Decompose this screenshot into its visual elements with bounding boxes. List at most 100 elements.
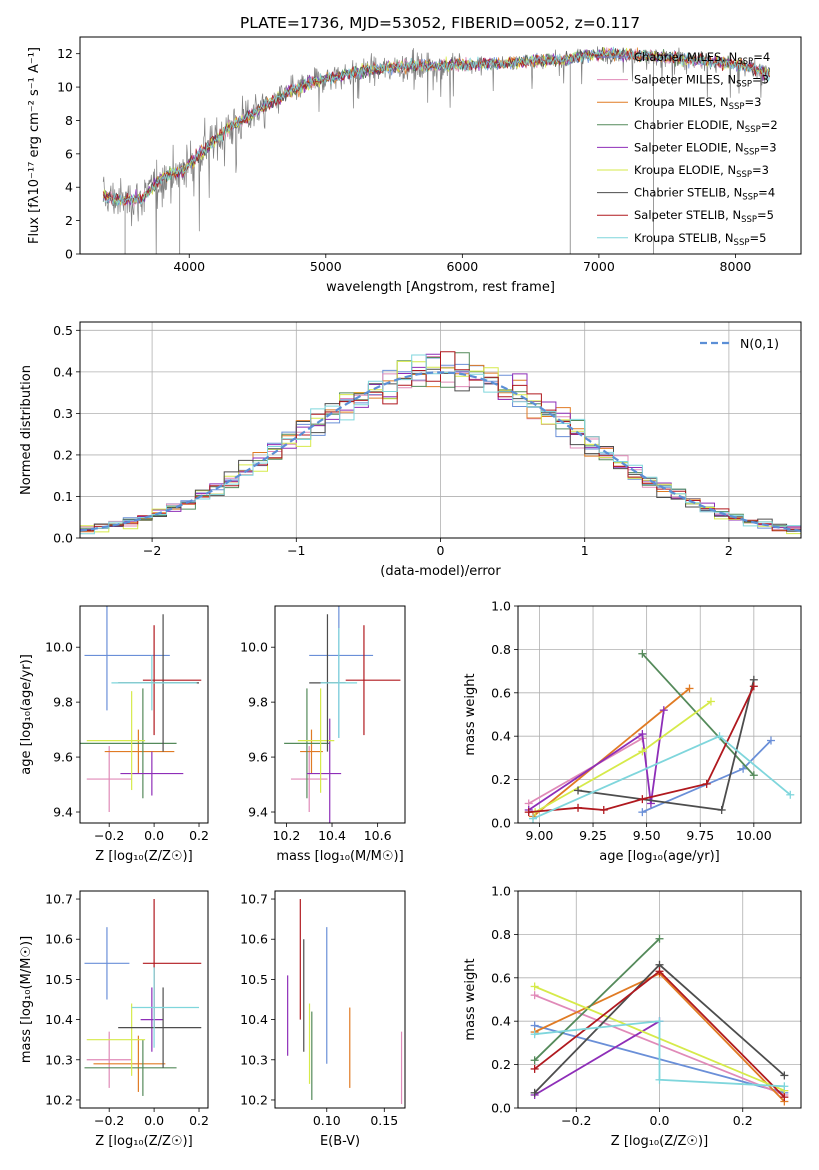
y-tick-label: 0.5 bbox=[53, 323, 73, 338]
y-tick-label: 0.2 bbox=[53, 447, 73, 462]
plot-area-massweight_vs_age bbox=[524, 649, 795, 823]
axes-frame bbox=[274, 890, 406, 1109]
x-tick-label: 0.2 bbox=[189, 1113, 209, 1128]
x-tick-label: 10.00 bbox=[736, 828, 772, 843]
x-tick-label: −0.2 bbox=[94, 1113, 124, 1128]
x-tick-label: 5000 bbox=[310, 259, 342, 274]
plot-area-mass_vs_Z bbox=[84, 899, 202, 1096]
y-tick-label: 0.8 bbox=[491, 642, 511, 657]
y-tick-label: 10.7 bbox=[45, 892, 73, 907]
legend-entry: Salpeter STELIB, NSSP=5 bbox=[634, 208, 774, 225]
x-tick-label: 9.25 bbox=[579, 828, 607, 843]
y-tick-label: 9.4 bbox=[248, 805, 268, 820]
y-tick-label: 0 bbox=[65, 247, 73, 262]
y-tick-label: 10.2 bbox=[240, 1092, 268, 1107]
x-tick-label: 10.6 bbox=[364, 828, 392, 843]
panel-spectrum: 4000 5000 6000 7000 8000 0 2 4 6 8 10 12 wavelength … bbox=[27, 36, 802, 295]
y-tick-label: 10.2 bbox=[45, 1092, 73, 1107]
x-tick-label: 10.4 bbox=[318, 828, 346, 843]
y-axis-label: Flux [fλ10⁻¹⁷ erg cm⁻² s⁻¹ A⁻¹] bbox=[27, 47, 42, 244]
plot-area-age_vs_Z bbox=[80, 606, 202, 813]
x-tick-label: 8000 bbox=[720, 259, 752, 274]
legend-entry: Kroupa ELODIE, NSSP=3 bbox=[634, 163, 769, 180]
legend-entry: Chabrier STELIB, NSSP=4 bbox=[634, 186, 775, 203]
weight-line-kroupa-elodie bbox=[534, 700, 712, 813]
legend-entry: Kroupa STELIB, NSSP=5 bbox=[634, 231, 766, 248]
x-tick-label: −1 bbox=[287, 543, 305, 558]
panel-massweight_vs_Z: −0.2 0.0 0.2 0.0 0.2 0.4 0.6 0.8 1.0 Z [log₁₀(Z/Z… bbox=[463, 884, 802, 1149]
x-tick-label: 0.2 bbox=[733, 1113, 753, 1128]
y-tick-label: 4 bbox=[65, 180, 73, 195]
y-tick-label: 10.5 bbox=[45, 972, 73, 987]
figure-title: PLATE=1736, MJD=53052, FIBERID=0052, z=0… bbox=[240, 14, 640, 32]
x-tick-label: 2 bbox=[725, 543, 733, 558]
y-tick-label: 8 bbox=[65, 113, 73, 128]
y-tick-label: 9.6 bbox=[53, 750, 73, 765]
x-axis-label: age [log₁₀(age/yr)] bbox=[599, 849, 720, 864]
y-tick-label: 9.4 bbox=[53, 805, 73, 820]
x-axis-label: Z [log₁₀(Z/Z☉)] bbox=[95, 849, 192, 864]
weight-line-chabrier-stelib bbox=[577, 679, 755, 812]
panel-age_vs_Z: −0.2 0.0 0.2 9.4 9.6 9.8 10.0 Z [log₁₀(Z/Z☉)] ag… bbox=[19, 605, 209, 864]
x-axis-label: E(B-V) bbox=[320, 1134, 360, 1149]
x-tick-label: −2 bbox=[143, 543, 161, 558]
plot-area-age_vs_mass bbox=[284, 606, 401, 823]
y-tick-label: 10.3 bbox=[45, 1052, 73, 1067]
y-tick-label: 0.3 bbox=[53, 406, 73, 421]
y-tick-label: 0.2 bbox=[491, 1057, 511, 1072]
legend-entry: Kroupa MILES, NSSP=3 bbox=[634, 95, 761, 112]
y-tick-label: 10.0 bbox=[45, 640, 73, 655]
x-tick-label: 0.15 bbox=[370, 1113, 398, 1128]
weight-line-kroupa-miles bbox=[532, 687, 691, 818]
y-tick-label: 0.4 bbox=[491, 729, 511, 744]
y-tick-label: 9.8 bbox=[248, 695, 268, 710]
y-tick-label: 10.0 bbox=[240, 640, 268, 655]
x-tick-label: 1 bbox=[581, 543, 589, 558]
y-tick-label: 0.0 bbox=[53, 531, 73, 546]
plot-area-spectrum bbox=[102, 46, 770, 254]
x-axis-label: wavelength [Angstrom, rest frame] bbox=[326, 280, 555, 295]
legend-entry: N(0,1) bbox=[740, 336, 779, 351]
panel-age_vs_mass: 10.2 10.4 10.6 9.4 9.6 9.8 10.0 mass [log₁₀(M/M… bbox=[240, 605, 406, 864]
y-tick-label: 10.3 bbox=[240, 1052, 268, 1067]
spectrum-legend: Chabrier MILES, NSSP=4 Salpeter MILES, NS… bbox=[597, 50, 778, 248]
residual-legend: N(0,1) bbox=[700, 336, 779, 351]
plot-area-mass_vs_ebv bbox=[287, 899, 403, 1104]
x-tick-label: 0 bbox=[437, 543, 445, 558]
panel-residuals: −2 −1 0 1 2 0.0 0.1 0.2 0.3 0.4 0.5 (data-model)/er… bbox=[19, 321, 802, 579]
axes-frame bbox=[79, 36, 802, 255]
x-tick-label: 7000 bbox=[583, 259, 615, 274]
panel-mass_vs_Z: −0.2 0.0 0.2 10.2 10.3 10.4 10.5 10.6 10.7 Z [log… bbox=[19, 890, 209, 1149]
y-tick-label: 10 bbox=[57, 80, 73, 95]
y-tick-label: 6 bbox=[65, 146, 73, 161]
x-tick-label: 4000 bbox=[173, 259, 205, 274]
y-tick-label: 10.4 bbox=[240, 1012, 268, 1027]
legend-entry: Chabrier MILES, NSSP=4 bbox=[634, 50, 770, 67]
x-axis-label: mass [log₁₀(M/M☉)] bbox=[276, 849, 403, 864]
weight-line-salpeter-elodie bbox=[534, 1020, 660, 1096]
y-tick-label: 0.4 bbox=[53, 364, 73, 379]
y-tick-label: 1.0 bbox=[491, 599, 511, 614]
axes-frame bbox=[274, 605, 406, 824]
x-tick-label: −0.2 bbox=[561, 1113, 591, 1128]
y-tick-label: 0.0 bbox=[491, 816, 511, 831]
normal-curve bbox=[80, 371, 801, 532]
y-axis-label: mass weight bbox=[463, 958, 478, 1040]
panel-massweight_vs_age: 9.00 9.25 9.50 9.75 10.00 0.0 0.2 0.4 0.6 0.8 1.0 a… bbox=[463, 599, 802, 864]
y-axis-label: Normed distribution bbox=[19, 365, 34, 495]
y-tick-label: 2 bbox=[65, 213, 73, 228]
axes-frame bbox=[79, 890, 209, 1109]
panel-mass_vs_ebv: 0.10 0.15 10.2 10.3 10.4 10.5 10.6 10.7 E(B-V) bbox=[240, 890, 406, 1149]
x-tick-label: −0.2 bbox=[94, 828, 124, 843]
y-tick-label: 12 bbox=[57, 46, 73, 61]
y-axis-label: age [log₁₀(age/yr)] bbox=[19, 654, 34, 775]
x-axis-label: (data-model)/error bbox=[380, 564, 501, 579]
x-tick-label: 9.00 bbox=[526, 828, 554, 843]
y-tick-label: 0.6 bbox=[491, 685, 511, 700]
model-fit-kroupa-stelib bbox=[102, 46, 770, 207]
y-tick-label: 0.8 bbox=[491, 927, 511, 942]
axes-frame bbox=[517, 605, 802, 824]
x-tick-label: 10.2 bbox=[272, 828, 300, 843]
y-tick-label: 9.6 bbox=[248, 750, 268, 765]
x-tick-label: 9.50 bbox=[633, 828, 661, 843]
